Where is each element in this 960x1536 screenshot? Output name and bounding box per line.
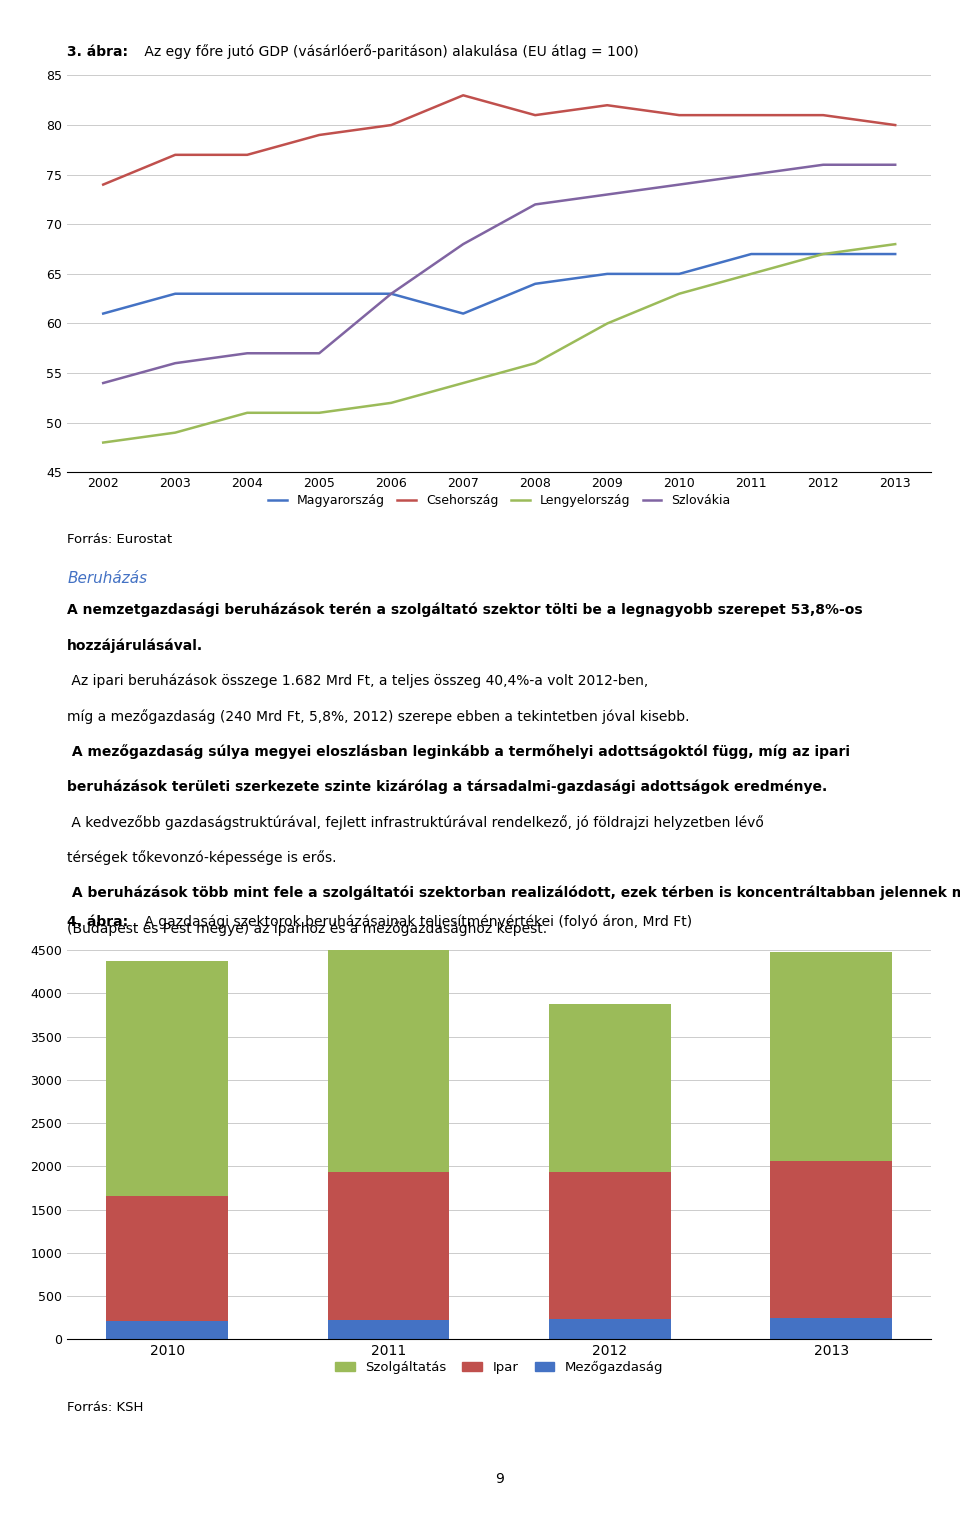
Text: 9: 9: [494, 1473, 504, 1487]
Text: A mezőgazdaság súlya megyei eloszlásban leginkább a termőhelyi adottságoktól füg: A mezőgazdaság súlya megyei eloszlásban …: [67, 745, 851, 759]
Text: (Budapest és Pest megye) az iparhoz és a mezőgazdasághoz képest.: (Budapest és Pest megye) az iparhoz és a…: [67, 922, 547, 935]
Text: Beruházás: Beruházás: [67, 571, 147, 587]
Text: Az egy főre jutó GDP (vásárlóerő-paritáson) alakulása (EU átlag = 100): Az egy főre jutó GDP (vásárlóerő-paritás…: [140, 45, 638, 60]
Bar: [107, 1321, 228, 1339]
Bar: [549, 1319, 671, 1339]
Bar: [549, 1172, 671, 1319]
Legend: Szolgáltatás, Ipar, Mezőgazdaság: Szolgáltatás, Ipar, Mezőgazdaság: [335, 1361, 663, 1375]
Bar: [107, 1197, 228, 1321]
Text: 3. ábra:: 3. ábra:: [67, 45, 129, 58]
Text: 4. ábra:: 4. ábra:: [67, 914, 129, 929]
Text: míg a mezőgazdaság (240 Mrd Ft, 5,8%, 2012) szerepe ebben a tekintetben jóval ki: míg a mezőgazdaság (240 Mrd Ft, 5,8%, 20…: [67, 710, 689, 723]
Text: Az ipari beruházások összege 1.682 Mrd Ft, a teljes összeg 40,4%-a volt 2012-ben: Az ipari beruházások összege 1.682 Mrd F…: [67, 674, 648, 688]
Bar: [770, 1318, 892, 1339]
Bar: [327, 945, 449, 1172]
Text: A nemzetgazdasági beruházások terén a szolgáltató szektor tölti be a legnagyobb : A nemzetgazdasági beruházások terén a sz…: [67, 604, 863, 617]
Bar: [327, 1319, 449, 1339]
Text: A gazdasági szektorok beruházásainak teljesítményértékei (folyó áron, Mrd Ft): A gazdasági szektorok beruházásainak tel…: [140, 914, 692, 929]
Bar: [327, 1172, 449, 1319]
Bar: [770, 1161, 892, 1318]
Text: Forrás: Eurostat: Forrás: Eurostat: [67, 533, 173, 547]
Text: A beruházások több mint fele a szolgáltatói szektorban realizálódott, ezek térbe: A beruházások több mint fele a szolgálta…: [67, 886, 960, 900]
Legend: Magyarország, Csehország, Lengyelország, Szlovákia: Magyarország, Csehország, Lengyelország,…: [268, 495, 731, 507]
Bar: [107, 962, 228, 1197]
Bar: [549, 1003, 671, 1172]
Text: A kedvezőbb gazdaságstruktúrával, fejlett infrastruktúrával rendelkező, jó földr: A kedvezőbb gazdaságstruktúrával, fejlet…: [67, 816, 764, 829]
Text: hozzájárulásával.: hozzájárulásával.: [67, 639, 204, 653]
Bar: [770, 952, 892, 1161]
Text: térségek tőkevonzó-képessége is erős.: térségek tőkevonzó-képessége is erős.: [67, 851, 337, 865]
Text: Forrás: KSH: Forrás: KSH: [67, 1401, 144, 1413]
Text: beruházások területi szerkezete szinte kizárólag a társadalmi-gazdasági adottság: beruházások területi szerkezete szinte k…: [67, 780, 828, 794]
